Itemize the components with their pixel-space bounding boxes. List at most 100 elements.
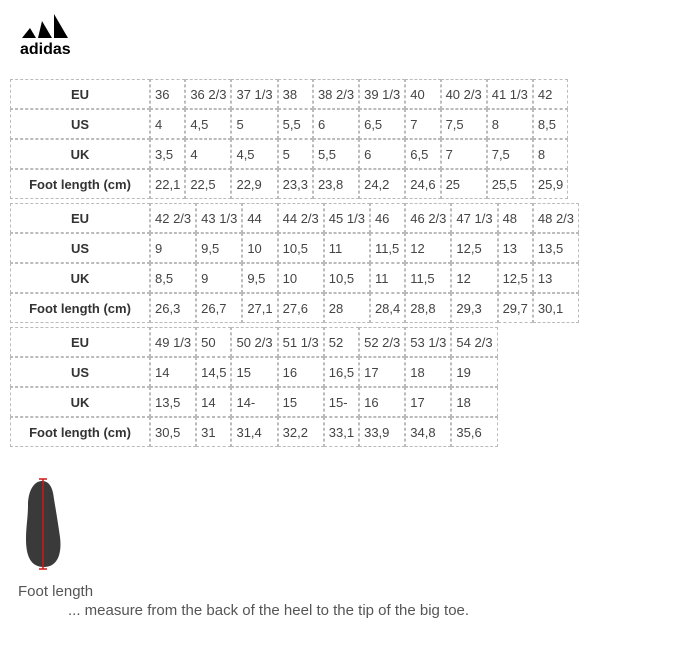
foot-diagram <box>20 477 671 575</box>
cell: 10,5 <box>324 263 370 293</box>
cell: 7 <box>405 109 440 139</box>
cell: 44 2/3 <box>278 203 324 233</box>
cell: 35,6 <box>451 417 497 447</box>
cell: 5 <box>278 139 313 169</box>
caption-text: ... measure from the back of the heel to… <box>68 602 671 619</box>
cell: 28,8 <box>405 293 451 323</box>
cell: 50 2/3 <box>231 327 277 357</box>
row-label: US <box>10 357 150 387</box>
cell: 15 <box>278 387 324 417</box>
caption-title: Foot length <box>18 583 93 600</box>
size-tables: EU3636 2/337 1/33838 2/339 1/34040 2/341… <box>10 79 671 447</box>
cell: 22,1 <box>150 169 185 199</box>
cell: 11,5 <box>405 263 451 293</box>
cell: 40 <box>405 79 440 109</box>
cell: 26,7 <box>196 293 242 323</box>
table-row: Foot length (cm)30,53131,432,233,133,934… <box>10 417 498 447</box>
cell: 50 <box>196 327 231 357</box>
caption: Foot length ... measure from the back of… <box>18 583 671 619</box>
cell: 18 <box>451 387 497 417</box>
cell: 27,1 <box>242 293 277 323</box>
row-label: EU <box>10 79 150 109</box>
cell: 4,5 <box>185 109 231 139</box>
cell: 9 <box>150 233 196 263</box>
cell: 3,5 <box>150 139 185 169</box>
cell: 6 <box>359 139 405 169</box>
cell: 30,5 <box>150 417 196 447</box>
cell: 25,5 <box>487 169 533 199</box>
cell: 13,5 <box>150 387 196 417</box>
cell: 28 <box>324 293 370 323</box>
cell: 14- <box>231 387 277 417</box>
cell: 16 <box>359 387 405 417</box>
cell: 34,8 <box>405 417 451 447</box>
cell: 32,2 <box>278 417 324 447</box>
cell: 25,9 <box>533 169 568 199</box>
cell: 8,5 <box>150 263 196 293</box>
cell: 29,7 <box>498 293 533 323</box>
cell: 12 <box>405 233 451 263</box>
cell: 11 <box>324 233 370 263</box>
cell: 14,5 <box>196 357 231 387</box>
cell: 52 2/3 <box>359 327 405 357</box>
cell: 33,1 <box>324 417 359 447</box>
size-table: EU49 1/35050 2/351 1/35252 2/353 1/354 2… <box>10 327 498 447</box>
cell: 45 1/3 <box>324 203 370 233</box>
cell: 42 <box>533 79 568 109</box>
size-table: EU42 2/343 1/34444 2/345 1/34646 2/347 1… <box>10 203 579 323</box>
cell: 23,3 <box>278 169 313 199</box>
cell: 7,5 <box>487 139 533 169</box>
cell: 27,6 <box>278 293 324 323</box>
cell: 14 <box>150 357 196 387</box>
cell: 16,5 <box>324 357 359 387</box>
cell: 8 <box>533 139 568 169</box>
cell: 7 <box>441 139 487 169</box>
cell: 46 2/3 <box>405 203 451 233</box>
cell: 29,3 <box>451 293 497 323</box>
cell: 16 <box>278 357 324 387</box>
cell: 23,8 <box>313 169 359 199</box>
cell: 40 2/3 <box>441 79 487 109</box>
cell: 8,5 <box>533 109 568 139</box>
cell: 38 <box>278 79 313 109</box>
cell: 22,9 <box>231 169 277 199</box>
cell: 13 <box>533 263 579 293</box>
cell: 42 2/3 <box>150 203 196 233</box>
cell: 7,5 <box>441 109 487 139</box>
cell: 10 <box>242 233 277 263</box>
cell: 30,1 <box>533 293 579 323</box>
cell: 4 <box>185 139 231 169</box>
cell: 51 1/3 <box>278 327 324 357</box>
row-label: EU <box>10 203 150 233</box>
cell: 47 1/3 <box>451 203 497 233</box>
cell: 31,4 <box>231 417 277 447</box>
cell: 36 <box>150 79 185 109</box>
cell: 8 <box>487 109 533 139</box>
cell: 46 <box>370 203 405 233</box>
cell: 6,5 <box>359 109 405 139</box>
table-row: UK3,544,555,566,577,58 <box>10 139 568 169</box>
table-row: US44,555,566,577,588,5 <box>10 109 568 139</box>
cell: 37 1/3 <box>231 79 277 109</box>
cell: 5 <box>231 109 277 139</box>
cell: 4 <box>150 109 185 139</box>
cell: 5,5 <box>313 139 359 169</box>
cell: 52 <box>324 327 359 357</box>
row-label: UK <box>10 263 150 293</box>
brand-logo: adidas <box>16 10 671 61</box>
row-label: US <box>10 233 150 263</box>
cell: 39 1/3 <box>359 79 405 109</box>
cell: 11,5 <box>370 233 405 263</box>
row-label: EU <box>10 327 150 357</box>
table-row: US1414,5151616,5171819 <box>10 357 498 387</box>
table-row: UK13,51414-1515-161718 <box>10 387 498 417</box>
cell: 43 1/3 <box>196 203 242 233</box>
cell: 44 <box>242 203 277 233</box>
cell: 12,5 <box>498 263 533 293</box>
cell: 25 <box>441 169 487 199</box>
row-label: US <box>10 109 150 139</box>
cell: 17 <box>405 387 451 417</box>
cell: 48 2/3 <box>533 203 579 233</box>
cell: 12,5 <box>451 233 497 263</box>
row-label: UK <box>10 387 150 417</box>
